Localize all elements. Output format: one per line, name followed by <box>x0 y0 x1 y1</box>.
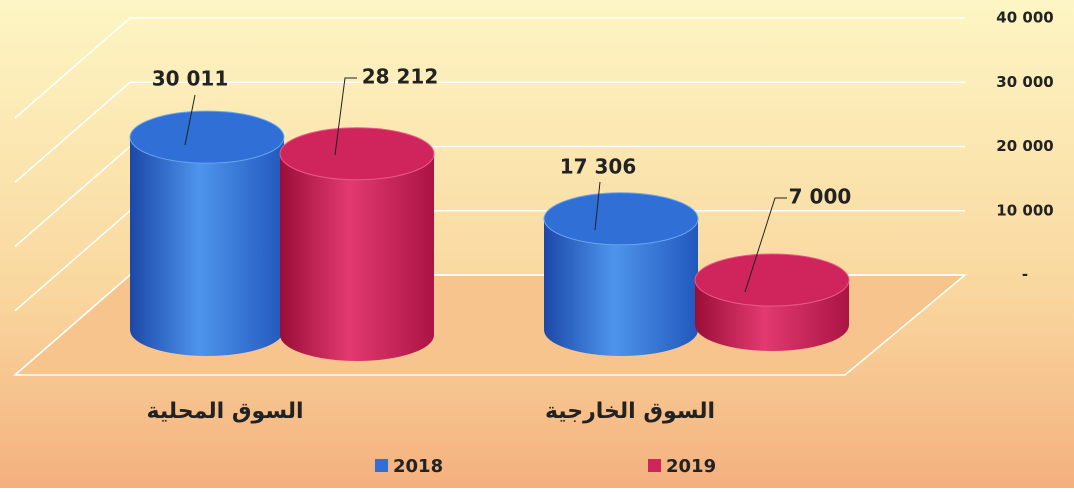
legend-label: 2019 <box>666 456 716 477</box>
cylinder <box>544 218 698 356</box>
legend-swatch <box>648 459 661 472</box>
value-label: 7 000 <box>789 185 852 209</box>
cylinder-top <box>129 110 285 164</box>
x-tick-label: السوق الخارجية <box>545 399 715 424</box>
leader-line <box>184 94 196 146</box>
value-label: 28 212 <box>362 65 439 89</box>
cylinder <box>130 137 284 356</box>
cylinder-top <box>694 253 850 307</box>
y-tick-label: 20 000 <box>996 137 1053 155</box>
leader-line <box>594 181 601 231</box>
cylinder-top <box>279 127 435 181</box>
cylinder-top <box>543 192 699 246</box>
value-label: 17 306 <box>560 155 637 179</box>
leader-line <box>744 197 787 293</box>
legend-swatch <box>375 459 388 472</box>
y-tick-label: 10 000 <box>996 201 1053 219</box>
y-tick-label: 30 000 <box>996 73 1053 91</box>
leader-line <box>334 77 357 156</box>
cylinder <box>280 153 434 361</box>
legend-label: 2018 <box>393 456 443 477</box>
grid-line <box>14 81 965 183</box>
grid-line <box>14 17 965 119</box>
y-tick-label: - <box>1022 266 1028 284</box>
y-tick-label: 40 000 <box>996 9 1053 27</box>
x-tick-label: السوق المحلية <box>146 399 303 424</box>
value-label: 30 011 <box>152 67 229 91</box>
